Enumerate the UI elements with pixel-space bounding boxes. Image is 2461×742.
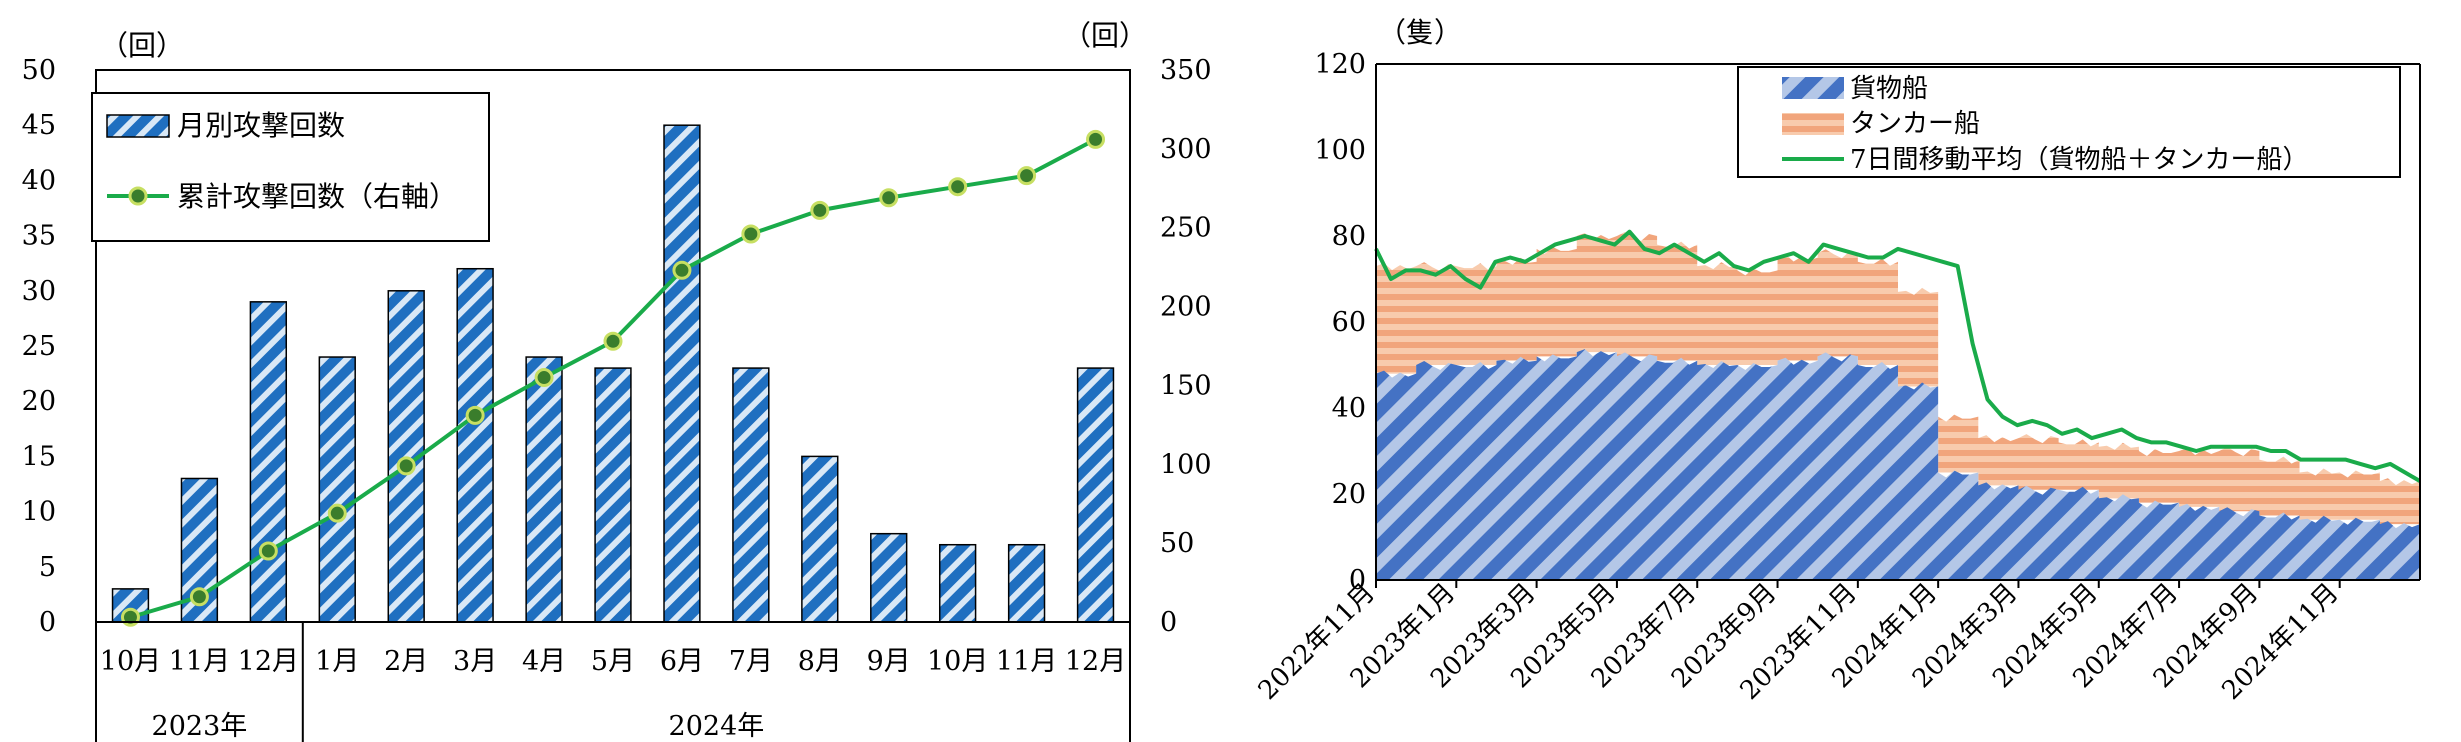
monthly-attack-bar xyxy=(318,356,356,623)
y-right-tick-label: 200 xyxy=(1160,292,1212,323)
y-left-tick-label: 10 xyxy=(22,497,56,528)
chart1-legend: 月別攻撃回数 累計攻撃回数（右軸） xyxy=(91,92,490,242)
monthly-attack-bar xyxy=(1076,367,1115,623)
cumulative-point xyxy=(603,331,623,351)
chart2-legend: 貨物船 タンカー船 7日間移動平均（貨物船＋タンカー船） xyxy=(1737,66,2401,178)
legend-tanker-label: タンカー船 xyxy=(1850,109,1980,139)
legend-bar-swatch xyxy=(106,114,170,138)
cumulative-point xyxy=(465,405,485,425)
y-right-tick-label: 350 xyxy=(1160,55,1212,86)
y-tick-label: 20 xyxy=(1332,479,1366,510)
monthly-attack-bar xyxy=(456,267,494,623)
y-left-tick-label: 45 xyxy=(22,110,56,141)
x-tick-label: 2月 xyxy=(384,646,428,677)
x-tick-label: 11月 xyxy=(996,646,1057,677)
y-right-tick-label: 150 xyxy=(1160,370,1212,401)
monthly-attack-bar xyxy=(525,356,563,623)
y-left-tick-label: 5 xyxy=(39,552,56,583)
monthly-attack-bar xyxy=(938,543,977,623)
y-left-tick-label: 25 xyxy=(22,331,56,362)
monthly-attack-bar xyxy=(663,124,701,623)
y-tick-label: 120 xyxy=(1314,49,1366,80)
cumulative-point xyxy=(879,188,899,208)
y-left-tick-label: 30 xyxy=(22,276,56,307)
y-left-tick-label: 35 xyxy=(22,221,56,252)
cumulative-point xyxy=(189,587,209,607)
legend-line-marker xyxy=(128,186,148,206)
cumulative-point xyxy=(741,224,761,244)
cargo-area xyxy=(1376,349,2420,580)
moving-average-line xyxy=(1374,229,2421,483)
x-tick-label: 12月 xyxy=(1065,646,1126,677)
monthly-attacks-chart: （回） （回） 0 5 10 15 20 25 30 35 40 45 50 0 50 100 150 200… xyxy=(22,19,1212,742)
legend-cargo-label: 貨物船 xyxy=(1850,74,1928,104)
y-tick-label: 60 xyxy=(1332,307,1366,338)
y-left-tick-label: 0 xyxy=(39,607,56,638)
x-tick-label: 1月 xyxy=(315,646,359,677)
monthly-attack-bar xyxy=(870,532,908,623)
x-tick-label: 11月 xyxy=(169,646,230,677)
legend-cargo-swatch xyxy=(1782,77,1844,99)
y-tick-label: 80 xyxy=(1332,221,1366,252)
y-right-tick-label: 300 xyxy=(1160,134,1212,165)
monthly-attack-bar xyxy=(249,301,288,623)
x-tick-label: 3月 xyxy=(453,646,497,677)
y-left-tick-label: 15 xyxy=(22,441,56,472)
x-tick-label: 7月 xyxy=(729,646,773,677)
cumulative-point xyxy=(672,260,692,280)
left-axis-unit: （回） xyxy=(100,29,184,62)
legend-bar-label: 月別攻撃回数 xyxy=(177,109,345,142)
y-tick-label: 40 xyxy=(1332,393,1366,424)
monthly-attack-bar xyxy=(732,367,770,623)
legend-box xyxy=(1737,66,2401,178)
x-tick-label: 9月 xyxy=(867,646,911,677)
y-left-tick-label: 20 xyxy=(22,386,56,417)
y-tick-label: 100 xyxy=(1314,135,1366,166)
cumulative-point xyxy=(534,368,554,388)
y-axis-unit: （隻） xyxy=(1378,16,1462,49)
cumulative-point xyxy=(1017,166,1037,186)
x-tick-label: 10月 xyxy=(927,646,988,677)
cumulative-point xyxy=(327,503,347,523)
plot-frame xyxy=(95,69,1131,623)
x-tick-label: 12月 xyxy=(238,646,299,677)
y-left-tick-label: 40 xyxy=(22,165,56,196)
cumulative-point xyxy=(948,177,968,197)
right-axis-unit: （回） xyxy=(1063,19,1147,52)
y-right-tick-label: 50 xyxy=(1160,528,1194,559)
cumulative-point xyxy=(1086,129,1106,149)
legend-average-label: 7日間移動平均（貨物船＋タンカー船） xyxy=(1850,145,2309,175)
legend-line-label: 累計攻撃回数（右軸） xyxy=(177,180,457,213)
y-left-tick-label: 50 xyxy=(22,55,56,86)
x-tick-label: 4月 xyxy=(522,646,566,677)
y-tick-label: 0 xyxy=(1349,565,1366,596)
y-right-tick-label: 0 xyxy=(1160,607,1177,638)
monthly-attack-bar xyxy=(801,455,839,623)
monthly-attack-bar xyxy=(594,367,632,623)
y-right-tick-label: 250 xyxy=(1160,213,1212,244)
cumulative-point xyxy=(396,456,416,476)
x-tick-label: 6月 xyxy=(660,646,704,677)
cumulative-point xyxy=(258,541,278,561)
cumulative-point xyxy=(810,200,830,220)
x-tick-label: 5月 xyxy=(591,646,635,677)
monthly-attack-bar xyxy=(1007,543,1046,623)
x-tick-label: 8月 xyxy=(798,646,842,677)
year-group-label: 2023年 xyxy=(152,711,248,742)
legend-tanker-swatch xyxy=(1782,113,1844,135)
year-group-label: 2024年 xyxy=(669,711,765,742)
x-tick-label: 10月 xyxy=(100,646,161,677)
y-right-tick-label: 100 xyxy=(1160,449,1212,480)
